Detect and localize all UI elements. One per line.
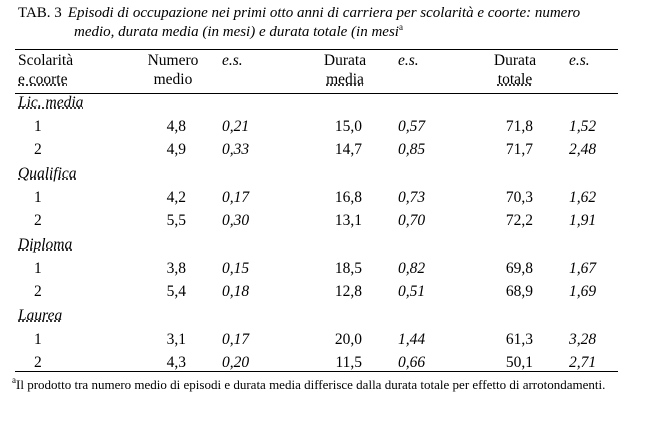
column-header: Durata bbox=[493, 52, 537, 69]
value: 72,2 bbox=[505, 212, 533, 229]
value: 11,5 bbox=[335, 354, 362, 371]
value: 61,3 bbox=[505, 331, 533, 348]
table-label: TAB. 3 bbox=[18, 5, 62, 21]
value: 0,18 bbox=[222, 283, 250, 300]
cohort: 1 bbox=[34, 260, 42, 277]
caption: TAB. 3 Episodi di occupazione nei primi o… bbox=[18, 4, 618, 42]
column-header: media bbox=[326, 71, 364, 88]
value: 70,3 bbox=[505, 189, 533, 206]
value: 71,7 bbox=[505, 141, 533, 158]
value: 15,0 bbox=[334, 118, 362, 135]
group-label: Qualifica bbox=[18, 165, 77, 182]
cohort: 2 bbox=[34, 354, 42, 371]
bottom-rule bbox=[15, 371, 618, 372]
value: 68,9 bbox=[505, 283, 533, 300]
value: 14,7 bbox=[334, 141, 362, 158]
note-ref: a bbox=[398, 22, 403, 32]
cohort: 1 bbox=[34, 331, 42, 348]
table-title: Episodi di occupazione nei primi otto an… bbox=[67, 5, 581, 40]
column-header: e.s. bbox=[222, 52, 243, 69]
value: 12,8 bbox=[334, 283, 362, 300]
value: 69,8 bbox=[505, 260, 533, 277]
group-label: Diploma bbox=[18, 236, 73, 253]
value: 4,9 bbox=[166, 141, 186, 158]
value: 20,0 bbox=[334, 331, 362, 348]
footnote-ref: a bbox=[12, 375, 16, 385]
value: 18,5 bbox=[334, 260, 362, 277]
value: 2,48 bbox=[569, 141, 597, 158]
value: 0,30 bbox=[222, 212, 250, 229]
column-header: e.s. bbox=[569, 52, 590, 69]
value: 0,66 bbox=[398, 354, 426, 371]
cohort: 1 bbox=[34, 118, 42, 135]
value: 71,8 bbox=[505, 118, 533, 135]
footnote-text: Il prodotto tra numero medio di episodi … bbox=[16, 377, 606, 392]
value: 50,1 bbox=[505, 354, 533, 371]
value: 5,4 bbox=[166, 283, 186, 300]
value: 0,82 bbox=[398, 260, 426, 277]
value: 4,8 bbox=[166, 118, 186, 135]
value: 3,8 bbox=[166, 260, 186, 277]
value: 1,67 bbox=[569, 260, 597, 277]
value: 3,28 bbox=[569, 331, 597, 348]
value: 4,3 bbox=[166, 354, 186, 371]
column-header: totale bbox=[497, 71, 533, 88]
cohort: 2 bbox=[34, 212, 42, 229]
value: 0,70 bbox=[398, 212, 426, 229]
value: 0,20 bbox=[222, 354, 250, 371]
value: 1,52 bbox=[569, 118, 597, 135]
column-header: Durata bbox=[323, 52, 367, 69]
group-label: Lic. media bbox=[18, 94, 84, 111]
cohort: 2 bbox=[34, 283, 42, 300]
cohort: 1 bbox=[34, 189, 42, 206]
header-rule bbox=[15, 93, 618, 94]
value: 0,17 bbox=[222, 331, 250, 348]
value: 1,62 bbox=[569, 189, 597, 206]
cohort: 2 bbox=[34, 141, 42, 158]
value: 0,21 bbox=[222, 118, 250, 135]
value: 0,33 bbox=[222, 141, 250, 158]
column-header: e.s. bbox=[398, 52, 419, 69]
column-header: Scolarità bbox=[18, 52, 74, 69]
footnote: aIl prodotto tra numero medio di episodi… bbox=[12, 376, 627, 393]
value: 1,91 bbox=[569, 212, 597, 229]
value: 0,57 bbox=[398, 118, 426, 135]
value: 0,51 bbox=[398, 283, 426, 300]
column-header: e coorte bbox=[18, 71, 68, 88]
value: 1,44 bbox=[398, 331, 426, 348]
value: 4,2 bbox=[166, 189, 186, 206]
value: 5,5 bbox=[166, 212, 186, 229]
column-header: Numero bbox=[147, 52, 199, 69]
value: 1,69 bbox=[569, 283, 597, 300]
value: 0,73 bbox=[398, 189, 426, 206]
column-header: medio bbox=[153, 71, 193, 88]
value: 0,17 bbox=[222, 189, 250, 206]
value: 16,8 bbox=[334, 189, 362, 206]
value: 13,1 bbox=[334, 212, 362, 229]
value: 2,71 bbox=[569, 354, 597, 371]
value: 0,15 bbox=[222, 260, 250, 277]
top-rule bbox=[15, 49, 618, 50]
group-label: Laurea bbox=[18, 307, 63, 324]
value: 0,85 bbox=[398, 141, 426, 158]
value: 3,1 bbox=[166, 331, 186, 348]
